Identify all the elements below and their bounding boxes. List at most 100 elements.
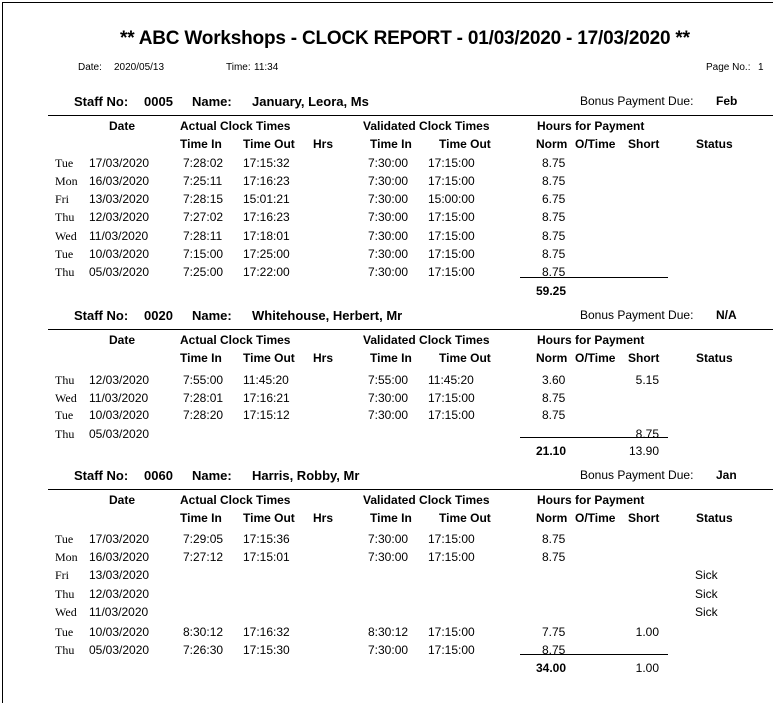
cell-actual-time-in: 7:29:05 xyxy=(183,532,224,546)
cell-validated-time-in: 7:30:00 xyxy=(368,532,409,546)
col-actual: Actual Clock Times xyxy=(180,119,291,133)
cell-actual-time-in: 7:25:11 xyxy=(183,174,223,188)
print-date-label: Date: xyxy=(78,62,102,73)
col-status: Status xyxy=(696,351,733,365)
col-actual: Actual Clock Times xyxy=(180,333,291,347)
col-time-out: Time Out xyxy=(243,511,295,525)
name-label: Name: xyxy=(192,468,232,483)
cell-validated-time-in: 7:30:00 xyxy=(368,643,409,657)
cell-actual-time-out: 15:01:21 xyxy=(243,192,290,206)
col-short: Short xyxy=(628,137,660,151)
cell-validated-time-out: 15:00:00 xyxy=(428,192,475,206)
col-time-out: Time Out xyxy=(439,351,491,365)
col-hours: Hours for Payment xyxy=(537,119,645,133)
col-time-in: Time In xyxy=(370,351,412,365)
cell-date: 16/03/2020 xyxy=(89,550,150,564)
staff-name: January, Leora, Ms xyxy=(252,94,369,109)
cell-validated-time-out: 17:15:00 xyxy=(428,643,475,657)
cell-status: Sick xyxy=(695,605,718,619)
cell-day: Thu xyxy=(55,587,75,601)
cell-date: 12/03/2020 xyxy=(89,373,150,387)
col-time-out: Time Out xyxy=(439,137,491,151)
cell-short: 5.15 xyxy=(635,373,659,387)
cell-validated-time-out: 17:15:00 xyxy=(428,532,475,546)
cell-validated-time-in: 7:30:00 xyxy=(368,408,409,422)
cell-norm: 8.75 xyxy=(542,229,566,243)
cell-validated-time-out: 17:15:00 xyxy=(428,408,475,422)
cell-norm: 8.75 xyxy=(542,391,566,405)
divider xyxy=(48,489,773,490)
cell-norm: 3.60 xyxy=(542,373,566,387)
cell-validated-time-out: 17:15:00 xyxy=(428,391,475,405)
cell-status: Sick xyxy=(695,568,718,582)
cell-actual-time-out: 17:16:23 xyxy=(243,210,290,224)
cell-validated-time-in: 7:30:00 xyxy=(368,156,409,170)
col-date: Date xyxy=(109,333,136,347)
cell-norm: 8.75 xyxy=(542,156,566,170)
cell-date: 16/03/2020 xyxy=(89,174,150,188)
cell-date: 10/03/2020 xyxy=(89,625,150,639)
cell-actual-time-out: 17:18:01 xyxy=(243,229,290,243)
cell-validated-time-in: 7:30:00 xyxy=(368,192,409,206)
cell-day: Thu xyxy=(55,643,75,657)
cell-norm: 8.75 xyxy=(542,643,566,657)
col-norm: Norm xyxy=(536,351,568,365)
divider xyxy=(48,329,773,330)
col-norm: Norm xyxy=(536,137,568,151)
staff-no-label: Staff No: xyxy=(74,94,129,109)
staff-no: 0020 xyxy=(144,308,173,323)
cell-day: Tue xyxy=(55,408,74,422)
col-validated: Validated Clock Times xyxy=(363,493,490,507)
page-number: 1 xyxy=(758,62,764,73)
cell-norm: 8.75 xyxy=(542,408,566,422)
cell-actual-time-out: 17:15:30 xyxy=(243,643,290,657)
cell-day: Thu xyxy=(55,265,75,279)
col-time-in: Time In xyxy=(180,511,222,525)
cell-day: Fri xyxy=(55,568,70,582)
cell-validated-time-out: 17:15:00 xyxy=(428,625,475,639)
col-validated: Validated Clock Times xyxy=(363,119,490,133)
col-norm: Norm xyxy=(536,511,568,525)
cell-validated-time-out: 17:15:00 xyxy=(428,247,475,261)
cell-actual-time-in: 7:28:15 xyxy=(183,192,224,206)
cell-validated-time-in: 7:30:00 xyxy=(368,550,409,564)
total-line xyxy=(520,277,668,278)
cell-date: 12/03/2020 xyxy=(89,210,150,224)
cell-validated-time-in: 7:30:00 xyxy=(368,247,409,261)
cell-day: Thu xyxy=(55,427,75,441)
cell-norm: 8.75 xyxy=(542,174,566,188)
col-time-out: Time Out xyxy=(243,351,295,365)
col-time-in: Time In xyxy=(370,511,412,525)
total-norm: 34.00 xyxy=(536,661,567,675)
col-status: Status xyxy=(696,137,733,151)
print-date: 2020/05/13 xyxy=(114,62,165,73)
cell-short: 8.75 xyxy=(635,427,659,441)
col-actual: Actual Clock Times xyxy=(180,493,291,507)
cell-date: 11/03/2020 xyxy=(89,391,149,405)
staff-no: 0005 xyxy=(144,94,173,109)
cell-actual-time-out: 17:16:32 xyxy=(243,625,290,639)
cell-date: 17/03/2020 xyxy=(89,156,150,170)
cell-actual-time-out: 17:16:23 xyxy=(243,174,290,188)
cell-day: Wed xyxy=(55,391,77,405)
col-date: Date xyxy=(109,493,136,507)
cell-date: 12/03/2020 xyxy=(89,587,150,601)
total-line xyxy=(520,437,668,438)
col-otime: O/Time xyxy=(575,511,616,525)
cell-short: 1.00 xyxy=(635,625,659,639)
bonus-label: Bonus Payment Due: xyxy=(580,468,694,482)
report-title: ** ABC Workshops - CLOCK REPORT - 01/03/… xyxy=(120,28,690,49)
cell-date: 05/03/2020 xyxy=(89,427,150,441)
cell-actual-time-in: 7:28:02 xyxy=(183,156,224,170)
cell-validated-time-out: 17:15:00 xyxy=(428,174,475,188)
cell-actual-time-in: 7:28:11 xyxy=(183,229,223,243)
cell-actual-time-out: 17:15:36 xyxy=(243,532,290,546)
staff-name: Harris, Robby, Mr xyxy=(252,468,360,483)
cell-validated-time-in: 7:30:00 xyxy=(368,210,409,224)
print-time-label: Time: xyxy=(226,62,251,73)
col-time-out: Time Out xyxy=(439,511,491,525)
cell-validated-time-out: 17:15:00 xyxy=(428,229,475,243)
bonus-label: Bonus Payment Due: xyxy=(580,308,694,322)
cell-actual-time-in: 7:27:02 xyxy=(183,210,224,224)
